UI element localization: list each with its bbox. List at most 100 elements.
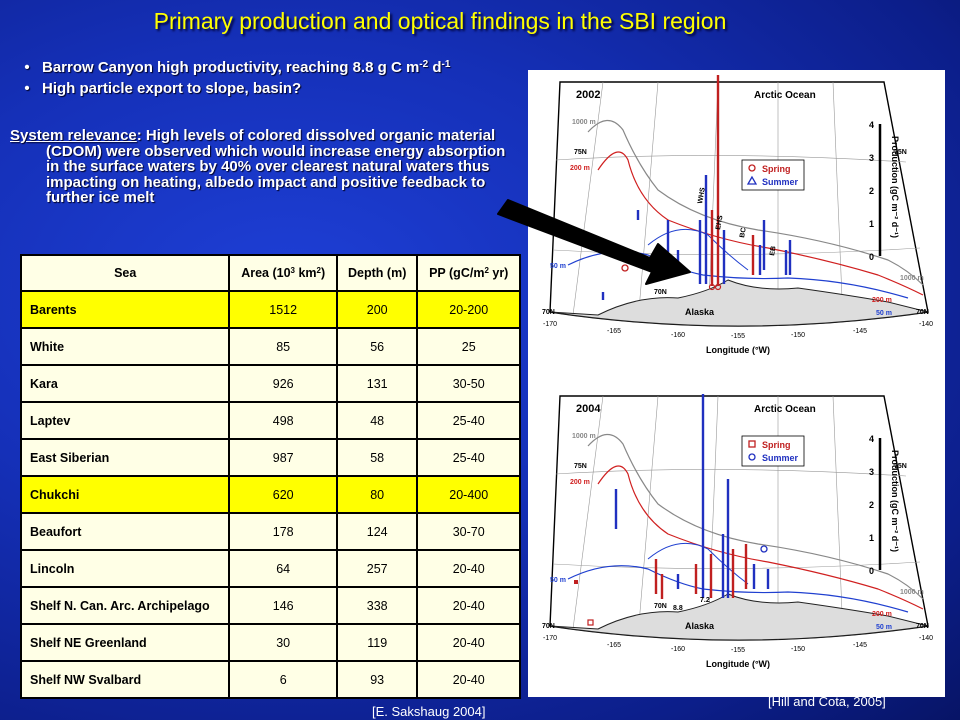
longitude-label: -140 [919, 635, 933, 642]
cell-depth: 200 [335, 290, 419, 329]
cell-area: 620 [228, 475, 338, 514]
longitude-label: -145 [853, 642, 867, 649]
latitude-label: 70N [654, 289, 667, 296]
scale-tick: 1 [869, 219, 874, 229]
scale-tick: 2 [869, 500, 874, 510]
isobath-label: 1000 m [900, 589, 924, 596]
cell-area: 30 [228, 623, 338, 662]
cell-depth: 338 [335, 586, 419, 625]
latitude-label: 70N [916, 623, 929, 630]
cell-pp: 20-400 [416, 475, 521, 514]
cell-area: 987 [228, 438, 338, 477]
longitude-label: -165 [607, 642, 621, 649]
cell-area: 1512 [228, 290, 338, 329]
bullet-superscript: -2 [419, 59, 429, 70]
isobath-label: 1000 m [572, 119, 596, 126]
bullet-particle-export: • High particle export to slope, basin? [12, 81, 512, 96]
ocean-label: Arctic Ocean [754, 90, 816, 101]
cell-pp: 25 [416, 327, 521, 366]
isobath-label: 200 m [872, 297, 892, 304]
spring-marker-icon [748, 440, 756, 448]
table-header-row: Sea Area (103 km2) Depth (m) PP (gC/m2 y… [19, 254, 521, 292]
scale-tick: 0 [869, 566, 874, 576]
transect-label: WHS [697, 187, 707, 205]
value-label: 7.2 [700, 597, 710, 604]
map-panel: Spring Summer 4 3 2 1 0 Production (gC m… [528, 70, 945, 697]
longitude-axis-label: Longitude (°W) [706, 345, 770, 355]
longitude-label: -145 [853, 328, 867, 335]
bullet-superscript: -1 [441, 59, 451, 70]
table-row: Lincoln 64 257 20-40 [19, 549, 521, 588]
spring-marker-icon [748, 164, 756, 172]
cell-pp: 20-40 [416, 623, 521, 662]
latitude-label: 75N [574, 463, 587, 470]
summer-marker-icon [746, 175, 758, 185]
cell-pp: 30-50 [416, 364, 521, 403]
cell-pp: 25-40 [416, 401, 521, 440]
cell-pp: 20-40 [416, 586, 521, 625]
map-credit: [Hill and Cota, 2005] [768, 694, 886, 709]
cell-sea: Shelf NE Greenland [19, 623, 231, 662]
longitude-label: -140 [919, 321, 933, 328]
table-row: Shelf NE Greenland 30 119 20-40 [19, 623, 521, 662]
table-row: Chukchi 620 80 20-400 [19, 475, 521, 514]
legend-summer: Summer [762, 177, 799, 187]
system-relevance-paragraph: System relevance: High levels of colored… [10, 128, 515, 206]
cell-sea: Shelf NW Svalbard [19, 660, 231, 699]
cell-pp: 25-40 [416, 438, 521, 477]
sea-table: Sea Area (103 km2) Depth (m) PP (gC/m2 y… [19, 254, 521, 699]
bullet-icon: • [24, 59, 30, 76]
header-pp: PP (gC/m2 yr) [416, 254, 521, 292]
scale-tick: 1 [869, 533, 874, 543]
cell-depth: 48 [335, 401, 419, 440]
isobath-label: 200 m [570, 479, 590, 486]
table-body: Barents 1512 200 20-200 White 85 56 25 Kara 926 13… [19, 290, 521, 699]
longitude-label: -150 [791, 646, 805, 653]
transect-label: EHS [715, 215, 724, 231]
isobath-label: 50 m [550, 577, 566, 584]
longitude-label: -170 [543, 635, 557, 642]
cell-sea: Barents [19, 290, 231, 329]
scale-tick: 0 [869, 252, 874, 262]
header-depth: Depth (m) [335, 254, 419, 292]
land-label: Alaska [685, 621, 715, 631]
table-row: Barents 1512 200 20-200 [19, 290, 521, 329]
table-row: Shelf NW Svalbard 6 93 20-40 [19, 660, 521, 699]
bullet-text: Barrow Canyon high productivity, reachin… [42, 59, 420, 76]
cell-sea: Laptev [19, 401, 231, 440]
latitude-label: 75N [574, 149, 587, 156]
transect-label: BC [739, 227, 748, 238]
ocean-label: Arctic Ocean [754, 404, 816, 415]
bullet-icon: • [24, 80, 30, 97]
table-row: Shelf N. Can. Arc. Archipelago 146 338 20-4… [19, 586, 521, 625]
summer-marker-icon [748, 453, 756, 461]
map-2004: Spring Summer 4 3 2 1 0 Production (gC m… [528, 384, 945, 697]
cell-depth: 93 [335, 660, 419, 699]
longitude-label: -150 [791, 332, 805, 339]
cell-area: 6 [228, 660, 338, 699]
cell-sea: White [19, 327, 231, 366]
legend-spring: Spring [762, 164, 791, 174]
cell-area: 146 [228, 586, 338, 625]
longitude-axis-label: Longitude (°W) [706, 659, 770, 669]
longitude-label: -160 [671, 332, 685, 339]
cell-pp: 30-70 [416, 512, 521, 551]
cell-sea: Beaufort [19, 512, 231, 551]
cell-area: 64 [228, 549, 338, 588]
legend-summer: Summer [762, 453, 799, 463]
cell-depth: 131 [335, 364, 419, 403]
cell-pp: 20-200 [416, 290, 521, 329]
production-axis-label: Production (gC m⁻² d⁻¹) [890, 136, 900, 238]
header-area: Area (103 km2) [228, 254, 338, 292]
isobath-label: 1000 m [900, 275, 924, 282]
map-year: 2004 [576, 403, 601, 415]
cell-sea: Chukchi [19, 475, 231, 514]
cell-sea: Kara [19, 364, 231, 403]
longitude-label: -160 [671, 646, 685, 653]
table-row: Laptev 498 48 25-40 [19, 401, 521, 440]
map-year: 2002 [576, 89, 600, 101]
longitude-label: -165 [607, 328, 621, 335]
cell-area: 85 [228, 327, 338, 366]
isobath-label: 1000 m [572, 433, 596, 440]
cell-sea: East Siberian [19, 438, 231, 477]
